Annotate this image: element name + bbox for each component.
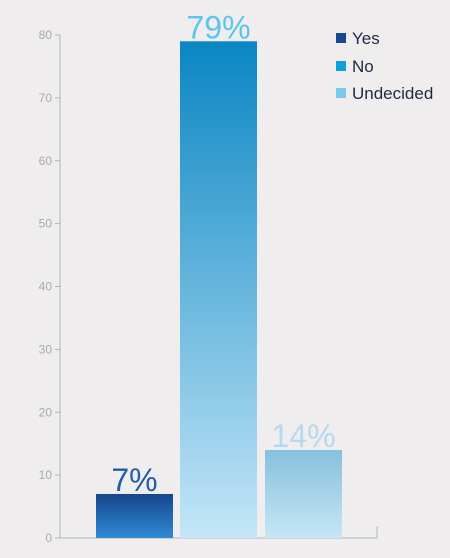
legend: Yes No Undecided — [336, 29, 433, 103]
y-tick-label: 60 — [39, 154, 53, 168]
legend-label-no: No — [352, 57, 374, 76]
bar-yes[interactable] — [96, 493, 173, 538]
legend-swatch-no — [336, 61, 346, 71]
legend-swatch-undecided — [336, 88, 346, 98]
legend-entry-undecided[interactable]: Undecided — [336, 84, 433, 103]
data-labels: 7% 79% 14% — [111, 9, 335, 498]
y-tick-label: 70 — [39, 91, 53, 105]
data-label-undecided: 14% — [271, 418, 335, 454]
data-label-no: 79% — [186, 9, 250, 45]
data-label-yes: 7% — [111, 462, 157, 498]
bars — [96, 41, 342, 538]
legend-label-yes: Yes — [352, 29, 380, 48]
legend-entry-no[interactable]: No — [336, 57, 374, 76]
y-tick-label: 30 — [39, 342, 53, 356]
y-tick-label: 10 — [39, 468, 53, 482]
y-axis: 0 10 20 30 40 50 60 70 80 — [39, 28, 61, 545]
legend-label-undecided: Undecided — [352, 84, 433, 103]
legend-swatch-yes — [336, 33, 346, 43]
bar-undecided[interactable] — [265, 449, 342, 538]
y-tick-label: 80 — [39, 28, 53, 42]
bar-no[interactable] — [180, 41, 257, 538]
y-tick-label: 0 — [45, 531, 52, 545]
y-tick-label: 50 — [39, 217, 53, 231]
legend-entry-yes[interactable]: Yes — [336, 29, 380, 48]
y-tick-label: 20 — [39, 405, 53, 419]
y-tick-label: 40 — [39, 280, 53, 294]
